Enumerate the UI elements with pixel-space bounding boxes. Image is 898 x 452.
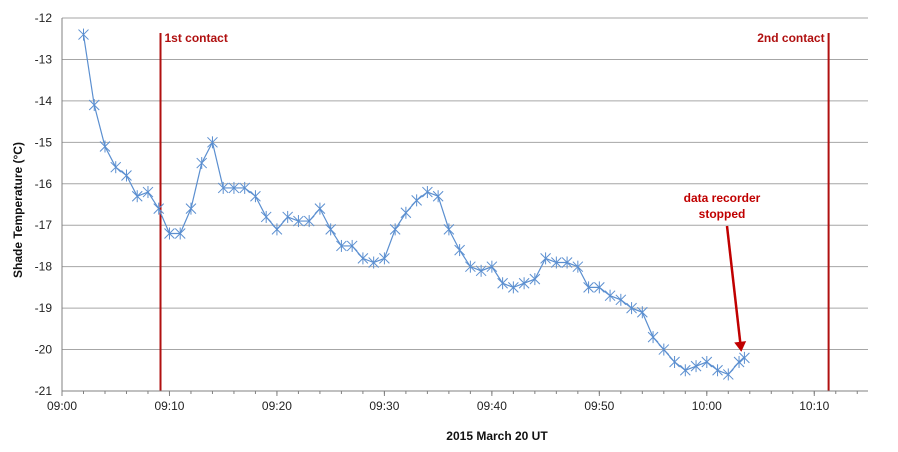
data-point — [314, 202, 326, 215]
data-point — [593, 281, 605, 294]
data-point — [88, 99, 100, 112]
x-axis-title: 2015 March 20 UT — [446, 429, 548, 443]
y-tick-label: -13 — [35, 52, 53, 66]
data-point — [196, 157, 208, 170]
data-point — [679, 364, 691, 377]
data-point — [336, 239, 347, 252]
x-tick-label: 09:20 — [262, 399, 292, 413]
data-point — [153, 202, 165, 215]
x-tick-label: 10:00 — [692, 399, 722, 413]
data-point — [142, 186, 154, 199]
data-point — [636, 306, 648, 319]
data-point — [131, 190, 143, 203]
recorder-stopped-label: data recorder — [684, 191, 761, 205]
data-point — [164, 227, 175, 240]
y-tick-label: -19 — [35, 301, 53, 315]
data-point — [583, 281, 594, 294]
data-point — [110, 161, 122, 174]
data-point — [78, 28, 89, 41]
data-point — [260, 210, 272, 223]
y-axis-title: Shade Temperature (°C) — [11, 142, 25, 278]
data-point — [701, 355, 713, 368]
data-point — [250, 190, 261, 203]
data-point — [454, 244, 465, 257]
data-point — [658, 343, 670, 356]
data-point — [443, 223, 455, 236]
data-point — [228, 181, 240, 194]
data-point — [303, 215, 315, 228]
data-point — [475, 264, 487, 277]
y-tick-label: -17 — [35, 218, 53, 232]
data-point — [174, 227, 186, 240]
data-point — [357, 252, 369, 265]
data-point — [669, 355, 680, 368]
y-tick-label: -16 — [35, 177, 53, 191]
x-tick-label: 09:10 — [154, 399, 184, 413]
y-tick-label: -20 — [35, 343, 53, 357]
x-tick-label: 09:40 — [477, 399, 507, 413]
data-point — [561, 256, 573, 269]
data-point — [465, 260, 476, 273]
y-tick-label: -21 — [35, 384, 53, 398]
data-point — [540, 252, 551, 265]
data-point — [733, 355, 745, 368]
data-point — [486, 260, 498, 273]
y-tick-label: -18 — [35, 260, 53, 274]
data-point — [282, 210, 294, 223]
data-point — [379, 252, 390, 265]
data-point — [239, 181, 251, 194]
data-point — [529, 273, 541, 286]
recorder-stopped-arrow — [725, 225, 742, 344]
data-point — [217, 181, 229, 194]
data-point — [739, 351, 750, 364]
data-point — [325, 223, 337, 236]
data-point — [389, 223, 401, 236]
data-point — [422, 186, 433, 199]
data-point — [432, 190, 444, 203]
x-tick-label: 10:10 — [799, 399, 829, 413]
data-point — [400, 206, 412, 219]
data-point — [626, 302, 637, 315]
data-point — [604, 289, 616, 302]
data-point — [518, 277, 530, 290]
recorder-stopped-label: stopped — [699, 207, 746, 221]
data-point — [121, 169, 132, 182]
data-point — [207, 136, 218, 149]
x-tick-label: 09:50 — [584, 399, 614, 413]
data-point — [346, 239, 358, 252]
data-point — [271, 223, 283, 236]
y-tick-label: -14 — [35, 94, 53, 108]
data-point — [293, 215, 304, 228]
data-point — [185, 202, 197, 215]
y-tick-label: -15 — [35, 135, 53, 149]
data-point — [411, 194, 422, 207]
data-point — [647, 331, 659, 344]
data-point — [550, 256, 562, 269]
x-tick-label: 09:30 — [369, 399, 399, 413]
data-point — [572, 260, 584, 273]
first-contact-label: 1st contact — [165, 31, 228, 45]
y-tick-label: -12 — [35, 11, 53, 25]
data-point — [497, 277, 508, 290]
data-point — [508, 281, 519, 294]
arrowhead-icon — [734, 341, 747, 352]
data-point — [712, 364, 723, 377]
data-point — [690, 360, 702, 373]
data-point — [99, 140, 111, 153]
temperature-series-line — [82, 34, 745, 376]
data-point — [722, 368, 734, 381]
second-contact-label: 2nd contact — [757, 31, 824, 45]
x-tick-label: 09:00 — [47, 399, 77, 413]
data-point — [615, 293, 627, 306]
data-point — [368, 256, 380, 269]
